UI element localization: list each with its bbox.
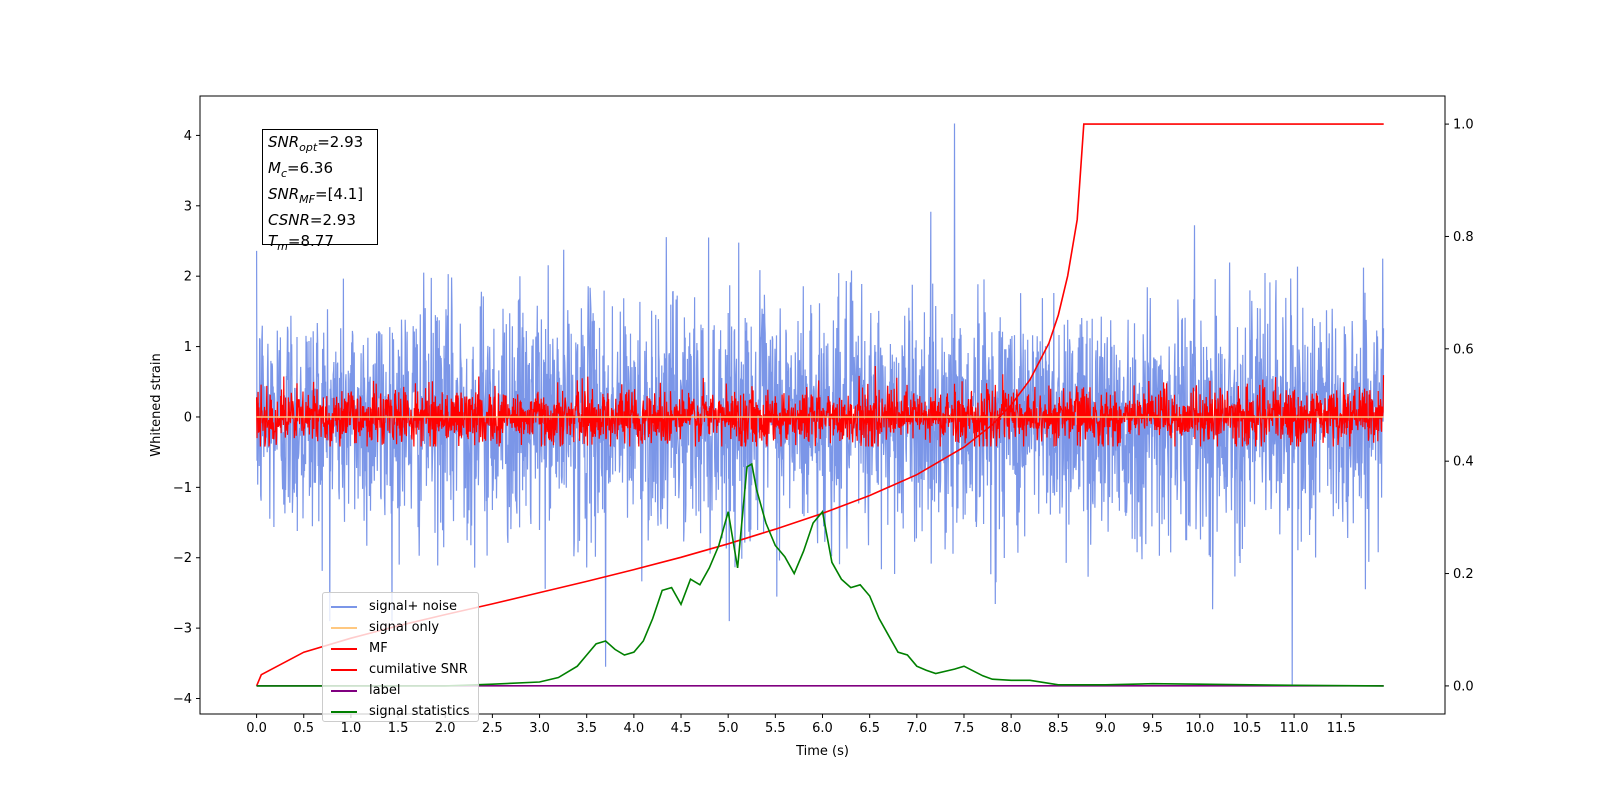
y-tick-label-left: 2 [184, 270, 192, 285]
x-tick-label: 8.0 [1001, 721, 1022, 736]
x-tick-label: 0.5 [293, 721, 314, 736]
y-tick-label-right: 0.6 [1453, 342, 1474, 357]
mc-value: =6.36 [287, 159, 333, 177]
x-tick-label: 6.5 [859, 721, 880, 736]
mc-line: Mc=6.36 [268, 159, 333, 180]
y-tick-label-left: −2 [173, 551, 192, 566]
x-tick-label: 9.5 [1142, 721, 1163, 736]
legend: signal+ noise signal only MF cumilative … [322, 592, 479, 722]
csnr-value: =2.93 [309, 211, 356, 229]
csnr-line: CSNR=2.93 [268, 211, 356, 229]
x-tick-label: 4.5 [671, 721, 692, 736]
y-tick-label-right: 0.2 [1453, 567, 1474, 582]
y-tick-label-left: −4 [173, 692, 192, 707]
legend-swatch-cumulative-snr [331, 668, 357, 671]
y-tick-label-left: 3 [184, 199, 192, 214]
x-axis-label: Time (s) [795, 744, 849, 759]
legend-item-signal-noise: signal+ noise [331, 596, 478, 617]
legend-swatch-signal-statistics [331, 710, 357, 713]
x-tick-label: 9.0 [1095, 721, 1116, 736]
tm-line: Tm=8.77 [268, 232, 334, 253]
x-tick-label: 11.5 [1327, 721, 1356, 736]
legend-swatch-signal-noise [331, 605, 357, 608]
x-tick-label: 1.5 [388, 721, 409, 736]
x-tick-label: 3.5 [576, 721, 597, 736]
x-tick-label: 3.0 [529, 721, 550, 736]
tm-value: =8.77 [287, 232, 334, 250]
y-tick-label-right: 0.0 [1453, 679, 1474, 694]
x-tick-label: 1.0 [341, 721, 362, 736]
legend-item-label: label [331, 680, 478, 701]
x-tick-label: 4.0 [624, 721, 645, 736]
legend-swatch-mf [331, 647, 357, 650]
x-tick-label: 2.5 [482, 721, 503, 736]
legend-label-signal-noise: signal+ noise [369, 599, 458, 614]
y-tick-label-right: 0.8 [1453, 230, 1474, 245]
y-tick-label-left: −1 [173, 481, 192, 496]
y-tick-label-left: −3 [173, 622, 192, 637]
x-tick-label: 10.0 [1185, 721, 1214, 736]
legend-item-mf: MF [331, 638, 478, 659]
y-tick-label-left: 0 [184, 410, 192, 425]
x-tick-label: 11.0 [1280, 721, 1309, 736]
x-tick-label: 6.0 [812, 721, 833, 736]
legend-label-mf: MF [369, 641, 388, 656]
info-box: SNRopt=2.93 Mc=6.36 SNRMF=[4.1] CSNR=2.9… [262, 129, 378, 253]
x-tick-label: 7.5 [954, 721, 975, 736]
x-tick-label: 5.0 [718, 721, 739, 736]
y-axis-label: Whitened strain [149, 353, 164, 456]
legend-swatch-label [331, 689, 357, 692]
x-tick-label: 10.5 [1232, 721, 1261, 736]
x-tick-label: 7.0 [906, 721, 927, 736]
legend-swatch-signal-only [331, 626, 357, 629]
snr-opt-line: SNRopt=2.93 [268, 133, 364, 154]
legend-label-signal-only: signal only [369, 620, 440, 635]
x-tick-label: 8.5 [1048, 721, 1069, 736]
legend-label-label: label [369, 683, 401, 698]
y-tick-label-left: 1 [184, 340, 192, 355]
y-tick-label-right: 1.0 [1453, 118, 1474, 133]
legend-item-signal-statistics: signal statistics [331, 701, 478, 722]
series-signal-statistics [256, 462, 1384, 687]
x-tick-label: 0.0 [246, 721, 267, 736]
x-tick-label: 2.0 [435, 721, 456, 736]
series-mf [256, 365, 1385, 447]
y-tick-label-right: 0.4 [1453, 455, 1474, 470]
x-tick-label: 5.5 [765, 721, 786, 736]
legend-item-signal-only: signal only [331, 617, 478, 638]
snr-opt-value: =2.93 [317, 133, 364, 151]
legend-label-cumulative-snr: cumilative SNR [369, 662, 468, 677]
snr-mf-value: =[4.1] [315, 185, 364, 203]
legend-label-signal-statistics: signal statistics [369, 704, 470, 719]
snr-mf-line: SNRMF=[4.1] [268, 185, 364, 206]
y-tick-label-left: 4 [184, 129, 192, 144]
legend-item-cumulative-snr: cumilative SNR [331, 659, 478, 680]
